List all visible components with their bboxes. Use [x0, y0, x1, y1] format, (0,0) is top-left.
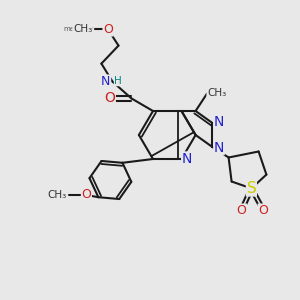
Text: N: N: [182, 152, 192, 166]
Text: N: N: [214, 115, 224, 128]
Text: O: O: [237, 204, 246, 217]
Text: N: N: [101, 75, 111, 88]
Text: O: O: [104, 92, 115, 105]
Text: CH₃: CH₃: [207, 88, 226, 98]
Text: S: S: [247, 181, 256, 196]
Text: O: O: [82, 188, 91, 202]
Text: CH₃: CH₃: [73, 24, 92, 34]
Text: N: N: [214, 141, 224, 154]
Text: H: H: [114, 76, 122, 86]
Text: O: O: [103, 23, 113, 36]
Text: O: O: [258, 204, 268, 217]
Text: methoxy: methoxy: [63, 26, 94, 32]
Text: CH₃: CH₃: [47, 190, 67, 200]
